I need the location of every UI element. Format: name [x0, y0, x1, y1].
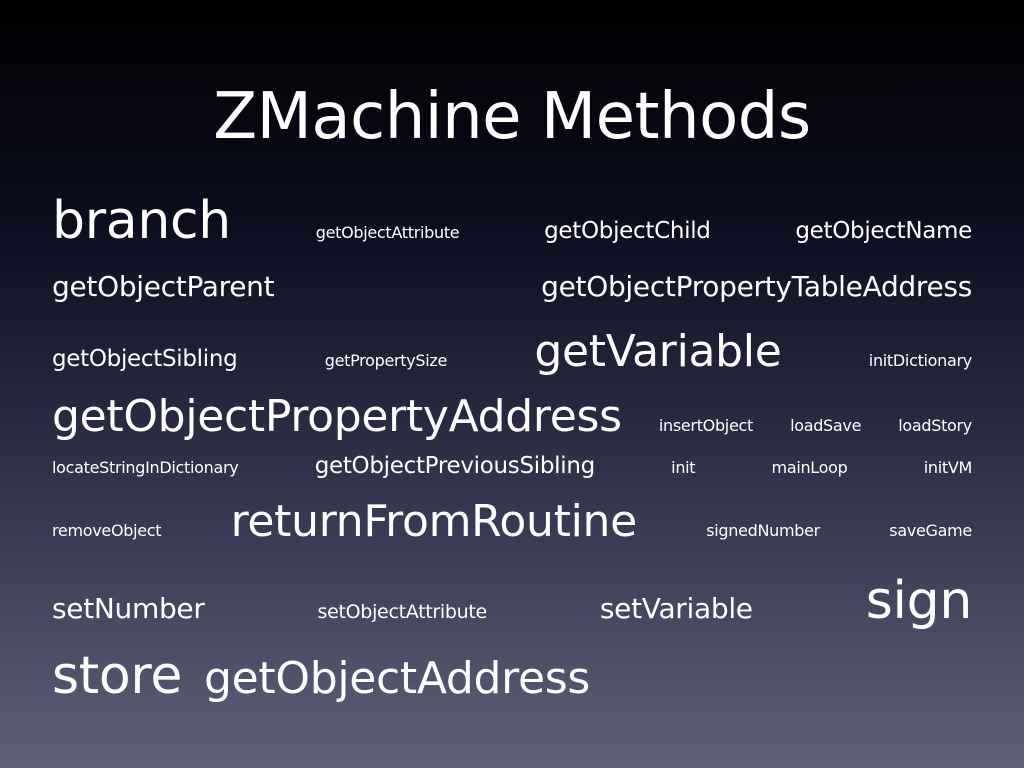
word-initVM: initVM: [923, 458, 973, 477]
word-initDictionary: initDictionary: [868, 351, 972, 370]
word-getObjectSibling: getObjectSibling: [52, 346, 238, 372]
word-init: init: [671, 458, 696, 477]
word-getObjectPreviousSibling: getObjectPreviousSibling: [314, 453, 596, 479]
word-cloud-row: getObjectSibling getPropertySize getVari…: [52, 330, 972, 374]
word-cloud-row: removeObject returnFromRoutine signedNum…: [52, 500, 972, 544]
word-getObjectAddress: getObjectAddress: [204, 653, 591, 704]
word-cloud-row: branch getObjectAttribute getObjectChild…: [52, 195, 972, 247]
word-getObjectAttribute: getObjectAttribute: [315, 223, 460, 242]
word-setNumber: setNumber: [52, 592, 205, 625]
word-saveGame: saveGame: [889, 521, 972, 540]
word-getObjectChild: getObjectChild: [544, 218, 711, 244]
word-insertObject: insertObject: [658, 416, 753, 435]
word-getObjectPropertyTableAddress: getObjectPropertyTableAddress: [541, 270, 972, 303]
word-getPropertySize: getPropertySize: [324, 351, 448, 370]
word-getVariable: getVariable: [534, 326, 782, 377]
word-sign: sign: [865, 571, 973, 631]
word-store: store: [52, 646, 183, 706]
word-cloud-row: getObjectPropertyAddress insertObject lo…: [52, 395, 972, 439]
word-getObjectPropertyAddress: getObjectPropertyAddress: [52, 391, 622, 442]
word-loadStory: loadStory: [898, 416, 972, 435]
slide-title: ZMachine Methods: [213, 80, 811, 154]
word-locateStringInDictionary: locateStringInDictionary: [52, 458, 239, 477]
word-signedNumber: signedNumber: [706, 521, 820, 540]
word-mainLoop: mainLoop: [771, 458, 848, 477]
word-cloud-row: setNumber setObjectAttribute setVariable…: [52, 575, 972, 627]
word-cloud-row: getObjectParent getObjectPropertyTableAd…: [52, 273, 972, 301]
word-loadSave: loadSave: [790, 416, 862, 435]
word-removeObject: removeObject: [52, 521, 162, 540]
word-setVariable: setVariable: [599, 592, 753, 625]
word-setObjectAttribute: setObjectAttribute: [317, 601, 488, 623]
word-getObjectName: getObjectName: [795, 218, 972, 244]
word-getObjectParent: getObjectParent: [52, 270, 275, 303]
word-cloud-row: locateStringInDictionary getObjectPrevio…: [52, 455, 972, 478]
word-returnFromRoutine: returnFromRoutine: [230, 496, 638, 547]
word-cloud-row: store getObjectAddress: [52, 650, 972, 702]
word-branch: branch: [52, 191, 231, 251]
